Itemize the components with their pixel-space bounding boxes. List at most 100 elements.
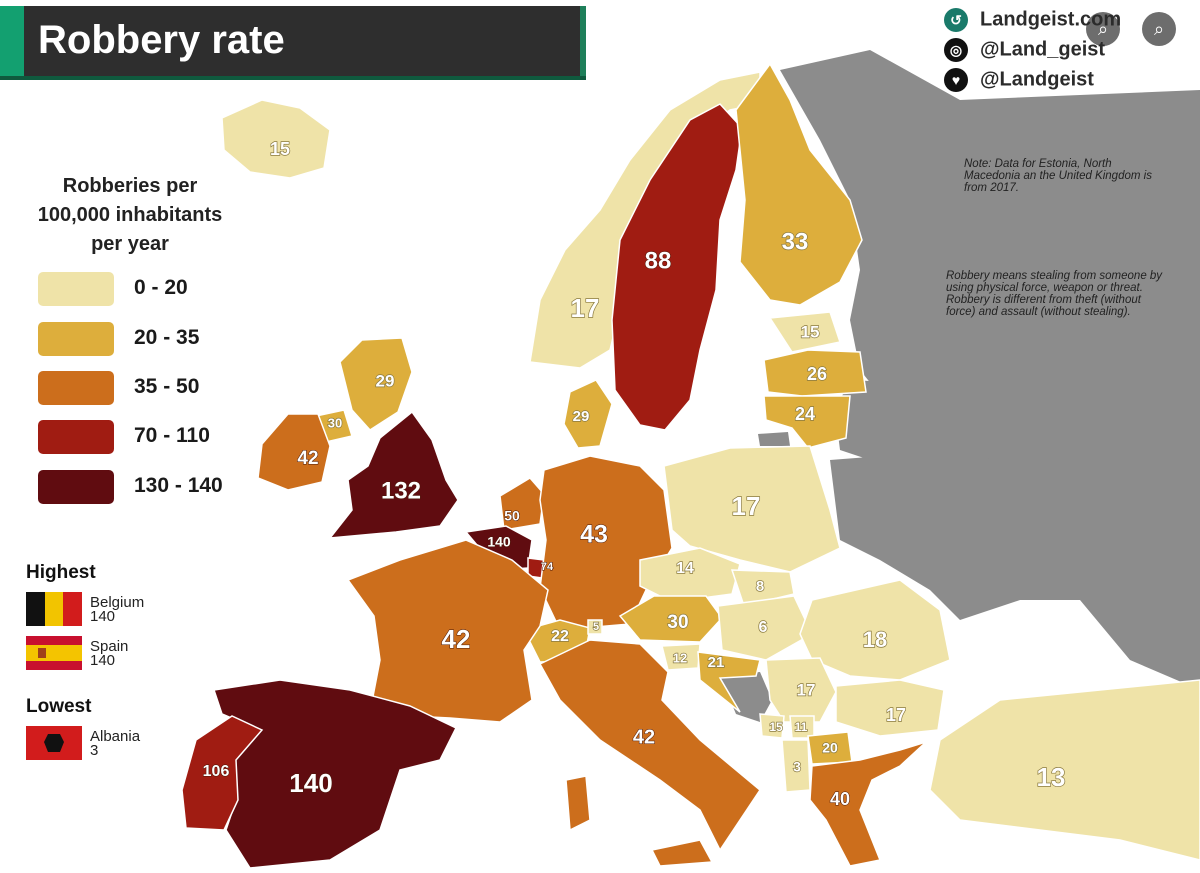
value-label-northern-ireland: 30 [328,415,342,430]
value-label-poland: 17 [732,491,761,521]
legend-item: 130 - 140 [38,470,238,506]
instagram-icon: ◎ [944,38,968,62]
country-value: 140 [90,652,116,669]
legend-range: 35 - 50 [134,375,200,398]
robbery-definition: Robbery means stealing from someone by u… [946,270,1163,318]
value-label-germany: 43 [580,521,608,549]
country-denmark [563,379,613,449]
social-twitter: ♥ @Landgeist [944,68,1094,92]
value-label-albania: 3 [793,759,801,775]
legend-title-line: per year [91,233,169,255]
bosnia-region [720,672,772,722]
value-label-iceland: 15 [270,139,290,159]
social-site: ↺ Landgeist.com [944,8,1121,32]
value-label-denmark: 29 [573,408,590,425]
value-label-estonia: 15 [801,322,820,341]
country-name: Spain [90,638,129,655]
value-label-netherlands: 50 [504,508,520,524]
legend-swatch [38,371,114,405]
country-portugal [181,715,264,831]
ukraine-region [830,450,1100,620]
kaliningrad-region [758,432,790,446]
value-label-romania: 18 [863,627,887,652]
legend-swatch [38,322,114,356]
value-label-norway: 17 [571,293,600,323]
value-label-north-macedonia: 20 [822,740,838,756]
value-label-liechtenstein: 5 [593,621,599,633]
value-label-montenegro: 15 [769,720,783,734]
country-slovenia [661,643,701,671]
value-label-turkey: 13 [1037,762,1066,792]
country-name: Belgium [90,594,145,611]
value-label-czechia: 14 [676,560,694,577]
albania-flag-icon [26,726,82,760]
country-england-wales [328,410,459,539]
legend-title-line: Robberies per [62,175,198,197]
lowest-heading: Lowest [26,696,92,717]
value-label-switzerland: 22 [551,628,569,645]
highest-heading: Highest [26,562,96,583]
country-estonia [768,311,841,353]
russia-region [780,50,1200,690]
country-montenegro [759,713,785,739]
value-label-latvia: 26 [807,364,827,384]
data-note: Note: Data for Estonia, North Macedonia … [964,158,1152,194]
legend-item: 20 - 35 [38,322,238,358]
country-ireland [257,413,331,491]
country-finland [735,62,863,306]
country-serbia [765,657,837,723]
landgeist-logo-icon: ↺ [944,8,968,32]
country-greece [809,741,927,867]
search-icon[interactable]: ⌕ [1142,12,1176,46]
country-czechia [639,547,741,603]
site-text: Landgeist.com [980,8,1122,31]
belgium-flag-icon [26,592,82,626]
legend-range: 0 - 20 [134,276,188,299]
value-label-slovakia: 8 [756,578,764,595]
legend-item: 35 - 50 [38,371,238,407]
country-sicily [650,839,714,867]
value-label-luxembourg: 74 [541,561,554,573]
value-label-ireland: 42 [297,448,318,469]
value-label-scotland: 29 [376,371,395,390]
legend-range: 70 - 110 [134,424,210,447]
country-value: 140 [90,608,116,625]
twitter-icon: ♥ [944,68,968,92]
value-label-finland: 33 [782,228,809,255]
legend-title: Robberies per 100,000 inhabitants per ye… [10,172,250,259]
country-italy [538,639,761,852]
map-value-labels: 15 17 88 33 15 26 24 29 29 30 42 132 50 140 74 43 17 14 8 3… [202,138,1066,809]
value-label-slovenia: 12 [673,650,687,665]
country-iceland [221,99,331,179]
country-croatia [697,651,761,713]
country-slovakia [730,569,795,607]
page-title: Robbery rate [38,18,285,62]
legend-item: 70 - 110 [38,420,238,456]
country-bulgaria [835,679,945,737]
value-label-hungary: 6 [759,619,768,636]
country-sweden [611,103,743,431]
country-name: Albania [90,728,141,745]
legend-swatch [38,470,114,504]
country-turkey [929,679,1200,861]
title-banner: Robbery rate [0,6,586,76]
legend-range: 130 - 140 [134,474,223,497]
value-label-sweden: 88 [645,247,672,274]
value-label-portugal: 106 [203,763,230,780]
value-label-england-wales: 132 [381,477,421,504]
highest-item: Belgium 140 [90,594,145,625]
value-label-lithuania: 24 [795,404,815,424]
value-label-croatia: 21 [708,654,725,671]
value-label-italy: 42 [633,726,655,748]
value-label-greece: 40 [830,789,850,809]
value-label-austria: 30 [667,612,688,633]
country-value: 3 [90,742,99,759]
value-label-bulgaria: 17 [886,705,906,725]
legend-swatch [38,272,114,306]
legend-item: 0 - 20 [38,272,238,308]
lowest-item: Albania 3 [90,728,141,759]
zoom-in-icon[interactable]: ⌕ [1086,12,1120,46]
social-instagram: ◎ @Land_geist [944,38,1105,62]
country-poland [663,445,841,573]
